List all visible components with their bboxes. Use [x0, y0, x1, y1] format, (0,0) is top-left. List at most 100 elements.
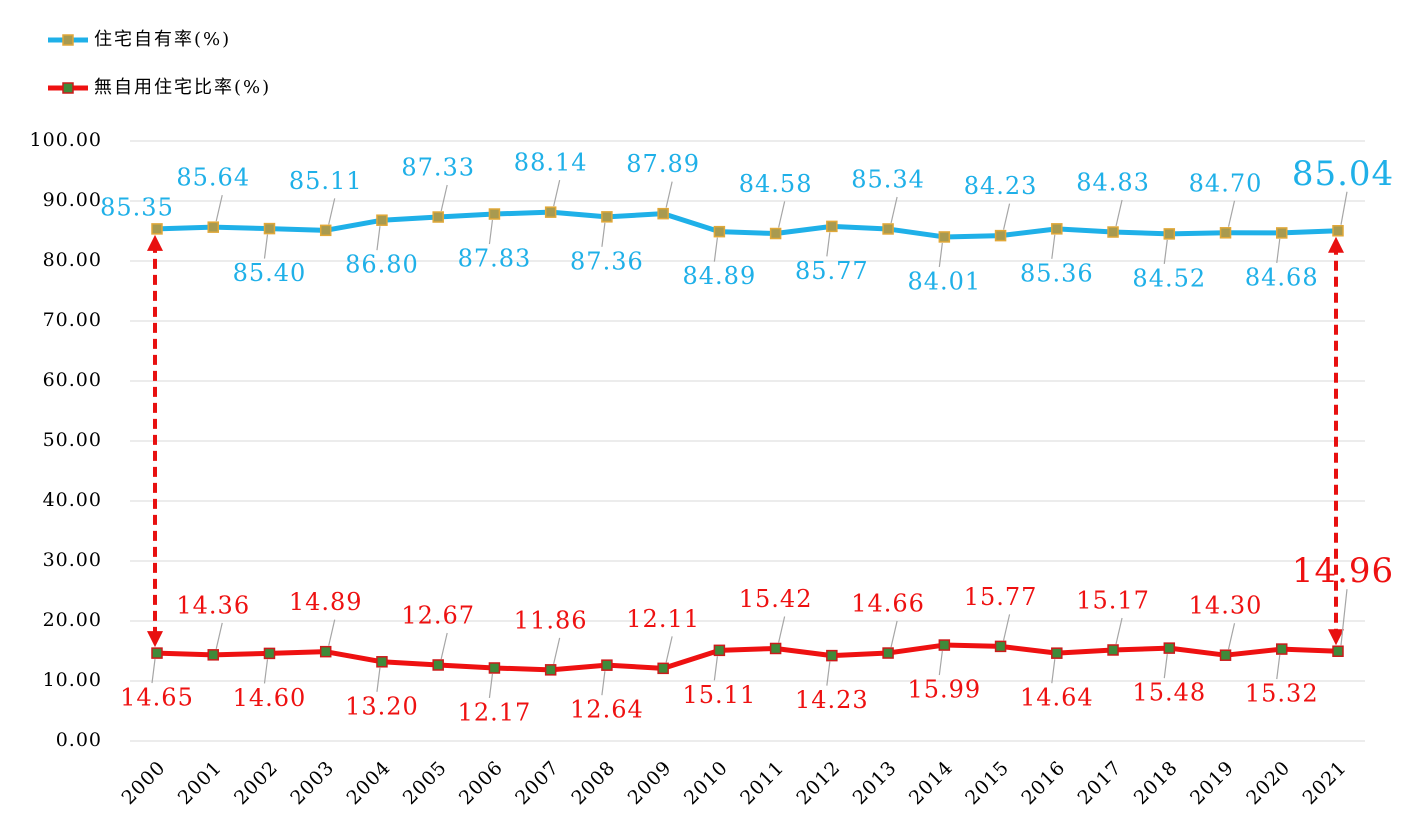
point-marker — [601, 659, 613, 671]
data-label: 85.77 — [795, 257, 869, 285]
leader-line — [215, 195, 223, 222]
data-label: 84.52 — [1132, 264, 1206, 292]
data-label: 85.36 — [1020, 259, 1094, 287]
x-tick-label: 2014 — [905, 757, 958, 810]
y-tick-label: 30.00 — [43, 549, 102, 571]
point-marker — [1276, 643, 1288, 655]
point-marker — [1219, 227, 1232, 239]
data-label: 14.96 — [1292, 551, 1394, 591]
x-tick-label: 2012 — [792, 757, 845, 810]
leader-line — [1340, 191, 1348, 225]
x-tick-label: 2000 — [117, 757, 170, 810]
leader-line — [1115, 617, 1123, 645]
data-label: 14.66 — [851, 590, 925, 618]
data-label: 12.67 — [401, 601, 475, 629]
point-marker — [544, 664, 557, 676]
x-tick-label: 2001 — [174, 757, 227, 810]
data-label: 84.68 — [1245, 263, 1319, 291]
point-marker — [1332, 645, 1344, 657]
leader-line — [1163, 654, 1168, 679]
leader-line — [1115, 199, 1123, 227]
data-label: 14.64 — [1020, 684, 1094, 712]
leader-line — [890, 620, 898, 648]
y-tick-label: 10.00 — [43, 669, 102, 691]
y-tick-label: 50.00 — [43, 429, 102, 451]
leader-line — [1227, 623, 1236, 650]
point-marker — [432, 211, 444, 223]
point-marker — [376, 214, 388, 226]
data-label: 84.83 — [1076, 169, 1150, 197]
leader-line — [151, 659, 156, 684]
data-label: 14.30 — [1189, 592, 1263, 620]
point-marker — [601, 211, 613, 223]
data-label: 84.23 — [964, 172, 1038, 200]
leader-line — [938, 242, 943, 268]
leader-line — [440, 184, 448, 212]
leader-line — [1002, 614, 1011, 641]
point-marker — [938, 231, 951, 243]
leader-line — [938, 650, 943, 676]
point-marker — [544, 206, 557, 218]
point-marker — [1051, 647, 1063, 659]
point-marker — [1163, 228, 1176, 240]
leader-line — [553, 637, 561, 664]
leader-line — [328, 198, 336, 225]
leader-line — [1227, 200, 1236, 227]
x-tick-label: 2009 — [624, 757, 677, 810]
data-label: 15.32 — [1245, 680, 1319, 708]
data-label: 87.83 — [458, 245, 532, 273]
x-tick-label: 2008 — [567, 757, 620, 810]
point-marker — [826, 220, 838, 233]
point-marker — [769, 227, 782, 240]
leader-line — [1276, 655, 1281, 680]
point-marker — [1163, 642, 1176, 654]
point-marker — [1219, 649, 1232, 661]
data-label: 87.33 — [401, 154, 475, 182]
point-marker — [319, 645, 332, 658]
y-tick-label: 80.00 — [43, 249, 102, 271]
leader-line — [713, 237, 718, 262]
point-marker — [151, 647, 163, 659]
data-label: 15.11 — [683, 681, 757, 709]
leader-line — [263, 659, 269, 684]
data-label: 87.36 — [570, 247, 644, 275]
data-label: 15.99 — [907, 676, 981, 704]
x-tick-label: 2021 — [1298, 757, 1351, 810]
legend-marker — [62, 34, 74, 46]
point-marker — [376, 656, 388, 668]
point-marker — [432, 659, 444, 671]
y-tick-label: 0.00 — [56, 729, 102, 751]
point-marker — [488, 208, 501, 220]
point-marker — [882, 647, 894, 659]
y-tick-label: 100.00 — [30, 129, 102, 151]
legend-label: 住宅自有率(%) — [94, 29, 231, 50]
point-marker — [994, 229, 1007, 242]
data-label: 12.11 — [626, 605, 700, 633]
y-tick-label: 60.00 — [43, 369, 102, 391]
leader-line — [488, 673, 494, 699]
data-label: 84.70 — [1189, 169, 1263, 197]
y-tick-label: 70.00 — [43, 309, 102, 331]
point-marker — [657, 662, 669, 675]
x-tick-label: 2007 — [511, 757, 564, 810]
y-tick-label: 40.00 — [43, 489, 102, 511]
data-label: 15.77 — [964, 583, 1038, 611]
data-label: 84.89 — [683, 262, 757, 290]
x-tick-label: 2006 — [455, 757, 508, 810]
data-label: 85.35 — [100, 193, 174, 221]
point-marker — [263, 647, 276, 660]
point-marker — [769, 642, 782, 655]
point-marker — [938, 639, 951, 651]
point-marker — [1332, 225, 1344, 237]
y-tick-label: 20.00 — [43, 609, 102, 631]
data-label: 15.17 — [1076, 586, 1150, 614]
data-label: 15.48 — [1132, 679, 1206, 707]
point-marker — [657, 207, 669, 220]
point-marker — [1107, 226, 1119, 238]
legend-marker — [62, 82, 74, 94]
leader-line — [376, 226, 381, 251]
leader-line — [826, 232, 831, 257]
leader-line — [328, 619, 336, 646]
x-tick-label: 2016 — [1017, 757, 1070, 810]
